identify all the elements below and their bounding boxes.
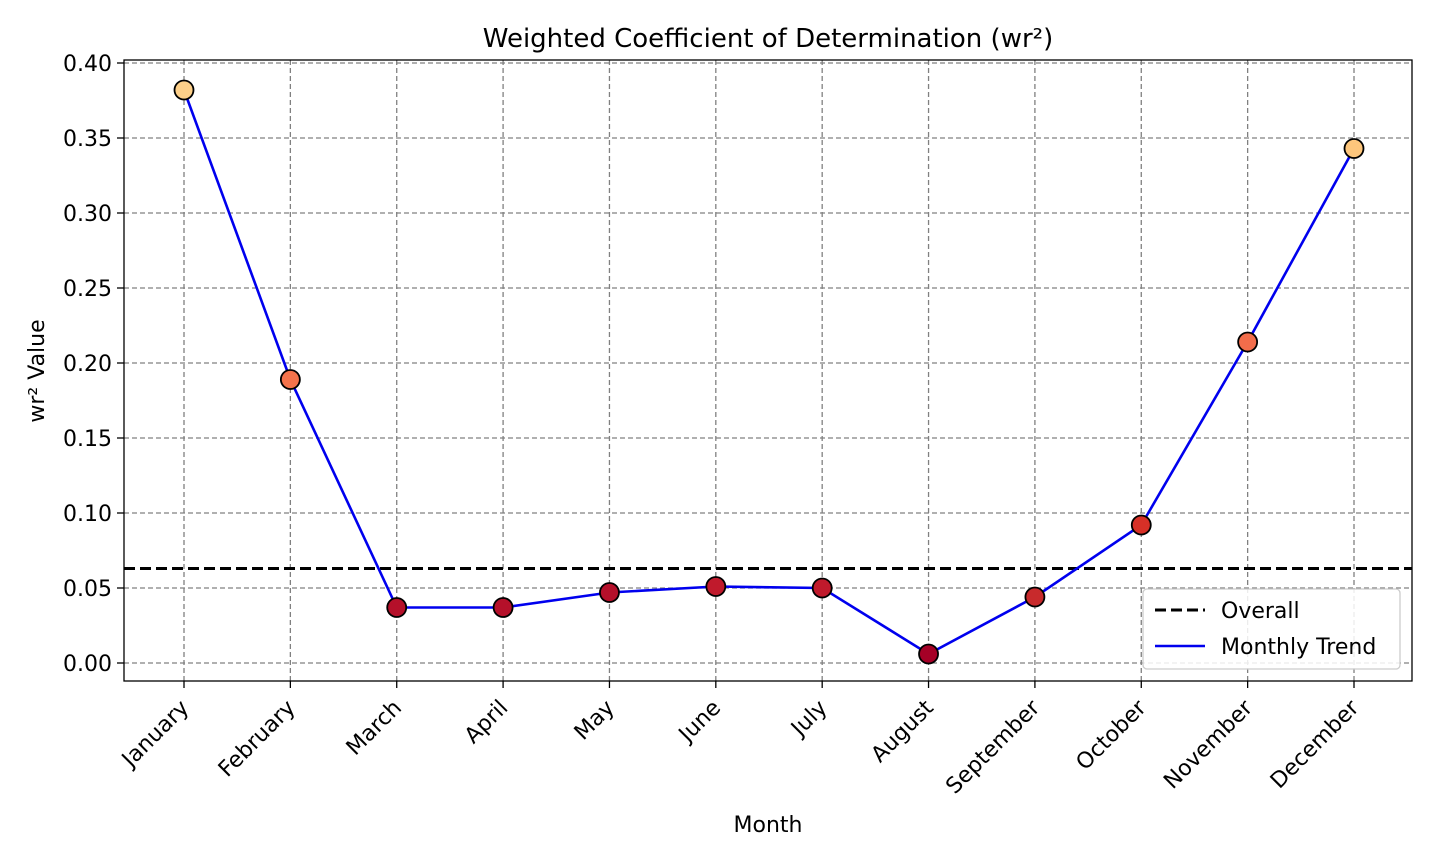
x-tick-label: February xyxy=(214,696,301,783)
chart-title: Weighted Coefficient of Determination (w… xyxy=(483,24,1053,54)
data-point-marker xyxy=(1130,514,1152,536)
x-tick-label: January xyxy=(116,696,194,774)
data-point-marker xyxy=(1343,138,1365,159)
y-tick-label: 0.30 xyxy=(63,202,112,227)
y-tick-label: 0.25 xyxy=(63,277,112,302)
axes-layer: January February March April May June July Augu… xyxy=(63,52,1413,799)
data-point-marker xyxy=(279,369,301,390)
y-tick-label: 0.00 xyxy=(63,652,112,677)
data-point-marker xyxy=(918,643,939,665)
data-point-marker xyxy=(705,576,727,597)
x-tick-label: September xyxy=(941,695,1045,799)
x-tick-label: April xyxy=(460,696,513,749)
monthly-trend-line xyxy=(182,89,1356,656)
plot-frame xyxy=(123,59,1413,682)
data-point-marker xyxy=(173,79,195,101)
y-tick-label: 0.20 xyxy=(63,352,112,377)
x-tick-label: October xyxy=(1072,695,1153,776)
data-point-marker xyxy=(492,597,514,618)
y-axis-label: wr² Value xyxy=(25,319,50,422)
data-point-marker xyxy=(1237,331,1259,353)
data-point-marker xyxy=(386,597,408,618)
y-tick-label: 0.40 xyxy=(63,52,112,77)
data-point-marker xyxy=(811,577,833,599)
x-tick-label: May xyxy=(570,696,620,746)
data-point-marker xyxy=(599,582,620,603)
legend-box xyxy=(1142,588,1401,670)
x-axis-label: Month xyxy=(734,813,803,838)
y-tick-label: 0.15 xyxy=(63,427,112,452)
y-tick-label: 0.10 xyxy=(63,502,112,527)
y-tick-label: 0.05 xyxy=(63,577,112,602)
legend: Overall Monthly Trend xyxy=(1142,588,1401,670)
x-tick-label: June xyxy=(673,696,726,749)
x-tick-label: December xyxy=(1266,695,1365,794)
y-tick-label: 0.35 xyxy=(63,127,112,152)
legend-overall-label: Overall xyxy=(1221,599,1300,624)
marker-layer xyxy=(173,79,1365,665)
series-layer xyxy=(182,89,1356,656)
data-point-marker xyxy=(1024,586,1046,608)
legend-monthly-trend-label: Monthly Trend xyxy=(1221,635,1376,660)
x-tick-label: August xyxy=(867,695,939,767)
x-tick-label: July xyxy=(785,696,832,743)
x-tick-label: March xyxy=(342,696,407,761)
x-tick-label: November xyxy=(1159,695,1258,794)
